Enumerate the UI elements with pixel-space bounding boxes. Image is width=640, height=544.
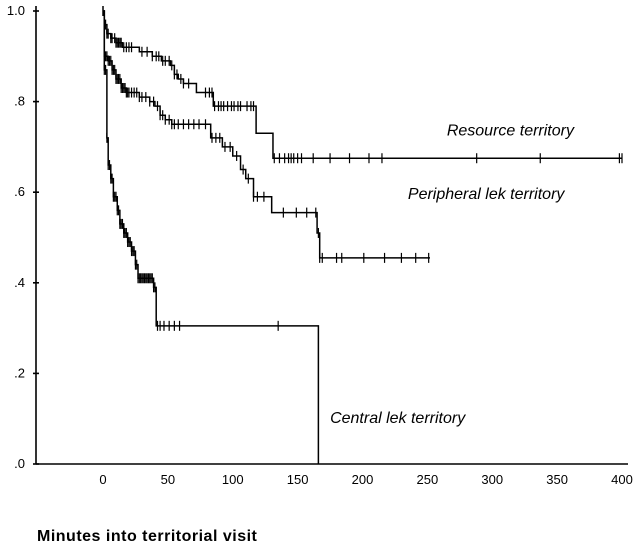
series-label: Central lek territory	[330, 410, 466, 427]
x-tick-label: 400	[611, 472, 633, 487]
x-axis-label: Minutes into territorial visit	[37, 528, 258, 544]
x-tick-label: 300	[481, 472, 503, 487]
survival-step-line	[103, 10, 430, 259]
tick-labels: .0 .2 .4 .6 .8 1.0 0 50 100 150 200 250 300 350 400	[7, 3, 633, 487]
x-tick-label: 200	[352, 472, 374, 487]
y-tick-label: 1.0	[7, 3, 25, 18]
y-tick-label: .4	[14, 275, 25, 290]
survival-step-line	[103, 10, 320, 464]
x-tick-label: 50	[161, 472, 175, 487]
y-tick-label: .6	[14, 184, 25, 199]
series-1	[102, 6, 623, 164]
x-tick-label: 350	[546, 472, 568, 487]
x-tick-label: 0	[99, 472, 106, 487]
x-tick-label: 150	[287, 472, 309, 487]
series-labels: Resource territory Peripheral lek territo…	[330, 123, 575, 428]
survival-curves	[102, 6, 623, 464]
series-2	[102, 6, 430, 263]
x-tick-label: 100	[222, 472, 244, 487]
series-label: Resource territory	[447, 123, 575, 140]
x-tick-label: 250	[417, 472, 439, 487]
y-tick-label: .2	[14, 365, 25, 380]
axes	[35, 6, 628, 465]
y-tick-label: .0	[14, 456, 25, 471]
series-label: Peripheral lek territory	[408, 186, 565, 203]
y-tick-label: .8	[14, 94, 25, 109]
series-3	[102, 6, 320, 464]
